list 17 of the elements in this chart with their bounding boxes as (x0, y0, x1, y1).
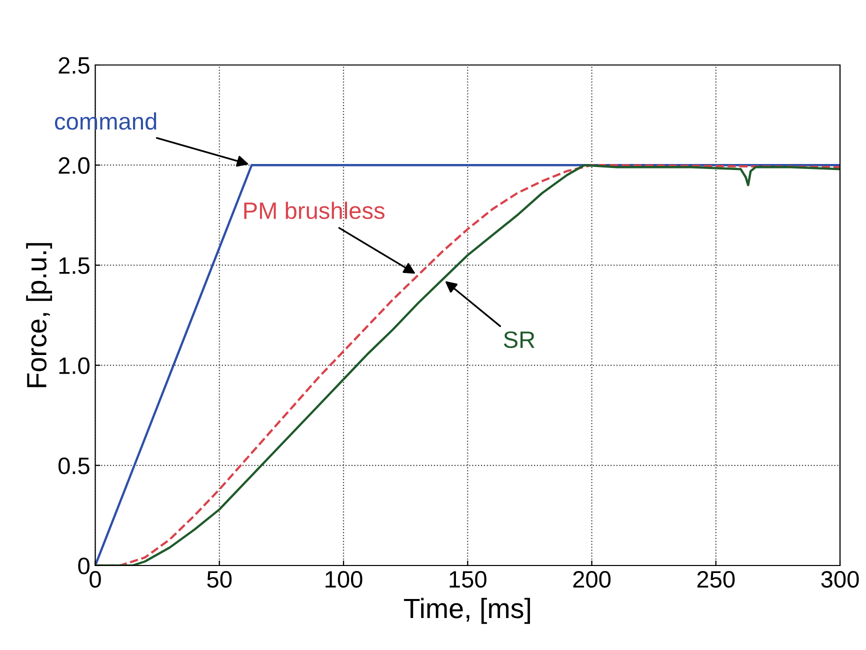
x-tick-label: 300 (821, 570, 859, 588)
text: PM brushless (244, 202, 384, 220)
x-tick-label: 50 (207, 570, 232, 588)
x-tick-label: 100 (326, 570, 362, 588)
y-tick-label: 0 (78, 558, 90, 574)
x-tick-label: 250 (697, 570, 735, 588)
y-tick-label: 2.5 (58, 57, 90, 74)
x-axis-title: Time, [ms] (404, 598, 530, 624)
y-tick-label: 1.0 (59, 357, 90, 374)
y-tick-label: 0.5 (58, 457, 90, 474)
y-tick-label: 2.0 (58, 157, 90, 174)
x-tick-label: 150 (450, 570, 486, 588)
y-tick-label: 1.5 (59, 258, 90, 274)
y-axis-title: Force, [p.u.] (26, 243, 52, 388)
text: SR (504, 331, 535, 348)
x-tick-label: 200 (573, 570, 611, 588)
x-tick-label: 0 (90, 570, 101, 588)
